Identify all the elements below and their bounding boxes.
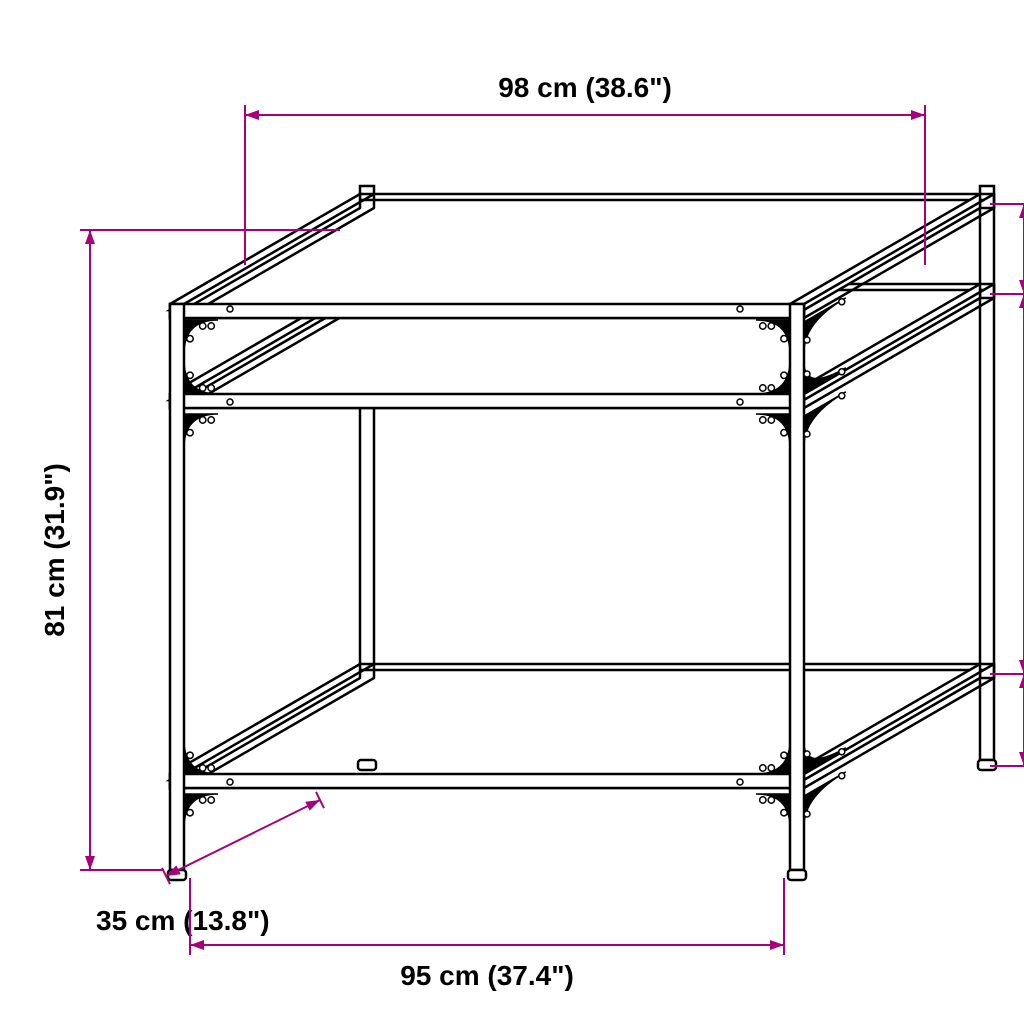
dim-left-height: 81 cm (31.9")	[39, 463, 70, 637]
product-drawing	[168, 186, 996, 880]
dim-top-width: 98 cm (38.6")	[498, 72, 672, 103]
dim-bottom-width: 95 cm (37.4")	[400, 960, 574, 991]
dim-depth: 35 cm (13.8")	[96, 905, 270, 936]
